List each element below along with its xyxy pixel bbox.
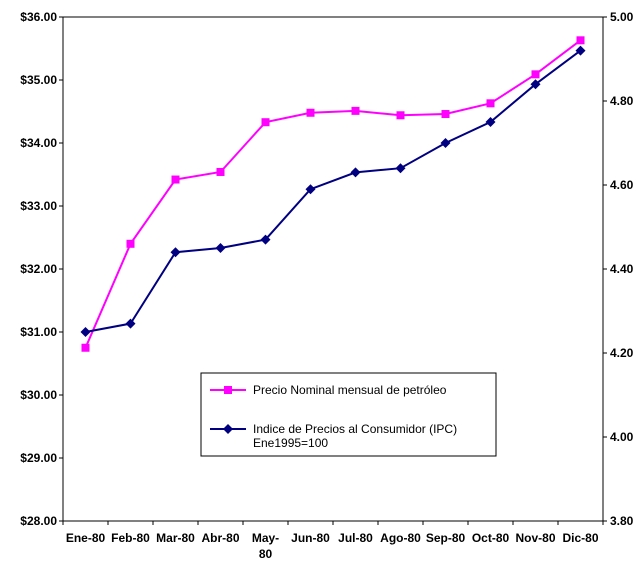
left-axis: $28.00 $29.00 $30.00 $31.00 $32.00 $33.00 $34.… [20,10,63,528]
right-tick-label: 5.00 [610,10,634,24]
left-tick-label: $29.00 [20,451,57,465]
data-point-square [351,106,360,115]
data-point-diamond [530,79,541,90]
x-tick-label: Jun-80 [291,531,330,545]
legend-box [200,372,497,457]
data-point-square [126,239,135,248]
legend-entry-2: Indice de Precios al Consumidor (IPC)Ene… [210,422,457,450]
data-point-square [576,36,585,45]
legend: Precio Nominal mensual de petróleo Indice… [200,372,497,457]
data-point-square [531,70,540,79]
data-point-square [306,108,315,117]
x-tick-label: Jul-80 [338,531,373,545]
legend-entry-1: Precio Nominal mensual de petróleo [210,383,447,397]
x-tick-label: Feb-80 [111,531,150,545]
data-point-diamond [305,184,316,195]
data-point-diamond [170,247,181,258]
data-point-square [261,118,270,127]
x-tick-label: May- [252,531,279,545]
data-point-diamond [485,117,496,127]
data-point-diamond [125,318,136,329]
data-point-diamond [395,163,406,174]
x-tick-label: Ene-80 [66,531,106,545]
series-layer [80,36,586,352]
right-axis: 3.80 4.00 4.20 4.40 4.60 4.80 5.00 [603,10,634,528]
left-tick-label: $35.00 [20,73,57,87]
right-tick-label: 4.80 [610,94,634,108]
data-point-square [396,111,405,120]
data-point-diamond [260,234,271,245]
x-tick-label: Dic-80 [562,531,598,545]
data-point-square [171,175,180,184]
left-tick-label: $36.00 [20,10,57,24]
left-tick-label: $30.00 [20,388,57,402]
right-tick-label: 4.20 [610,346,634,360]
data-point-square [216,167,225,176]
x-tick-label: Abr-80 [201,531,239,545]
data-point-square [81,343,90,352]
right-tick-label: 4.60 [610,178,634,192]
legend-label-cont: Ene1995=100 [253,436,328,450]
data-point-square [441,110,450,119]
x-tick-label-cont: 80 [259,547,273,561]
data-point-diamond [215,243,226,253]
legend-label: Precio Nominal mensual de petróleo [253,383,447,397]
x-tick-label: Oct-80 [472,531,510,545]
right-tick-label: 3.80 [610,514,634,528]
data-point-diamond [575,45,586,56]
legend-marker-diamond [223,424,233,434]
series-2 [80,45,586,337]
right-tick-label: 4.40 [610,262,634,276]
left-tick-label: $32.00 [20,262,57,276]
left-tick-label: $33.00 [20,199,57,213]
left-tick-label: $28.00 [20,514,57,528]
data-point-square [486,99,495,108]
x-axis: Ene-80 Feb-80 Mar-80 Abr-80 May- 80 Jun-80 Jul-… [62,521,604,561]
x-tick-label: Mar-80 [156,531,195,545]
legend-marker-square [224,386,232,394]
data-point-diamond [440,138,451,148]
x-tick-label: Nov-80 [515,531,555,545]
x-tick-label: Ago-80 [380,531,421,545]
left-tick-label: $31.00 [20,325,57,339]
data-point-diamond [80,327,91,337]
series-1 [81,36,585,352]
left-tick-label: $34.00 [20,136,57,150]
series-line [84,39,582,349]
legend-label: Indice de Precios al Consumidor (IPC) [253,422,457,436]
series-line [85,49,582,333]
data-point-diamond [350,167,361,178]
right-tick-label: 4.00 [610,430,634,444]
x-tick-label: Sep-80 [426,531,466,545]
